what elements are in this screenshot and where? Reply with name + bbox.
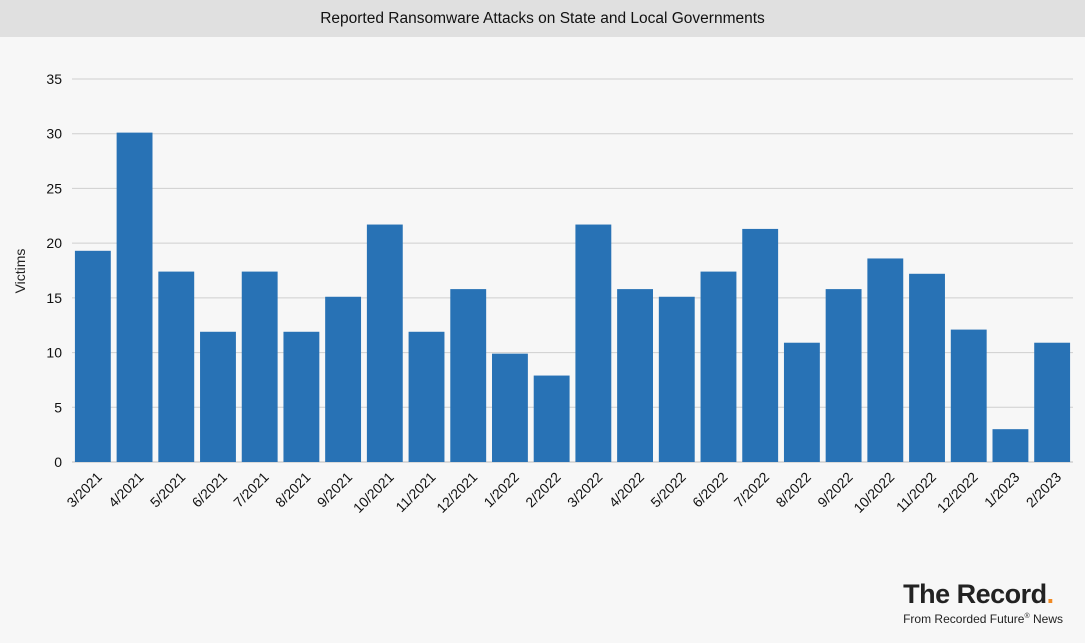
bar (700, 271, 737, 462)
x-tick-label: 4/2022 (606, 469, 648, 511)
x-tick-label: 11/2022 (893, 469, 940, 516)
x-tick-label: 7/2021 (230, 469, 272, 511)
bar (825, 289, 862, 462)
x-tick-label: 3/2021 (63, 469, 105, 511)
logo-dot: . (1046, 579, 1055, 609)
bar (783, 342, 820, 462)
x-tick-label: 6/2021 (189, 469, 231, 511)
y-tick-label: 15 (46, 290, 62, 306)
bar (325, 296, 362, 462)
y-tick-label: 0 (54, 454, 62, 470)
x-tick-label: 1/2023 (981, 469, 1023, 511)
bar (116, 132, 153, 462)
x-tick-label: 1/2022 (480, 469, 522, 511)
bar (450, 289, 487, 462)
bars (74, 132, 1071, 462)
logo-sub-prefix: From Recorded Future (903, 612, 1025, 626)
y-tick-label: 20 (46, 235, 62, 251)
bar (533, 375, 570, 462)
x-tick-label: 7/2022 (731, 469, 773, 511)
bar (867, 258, 904, 462)
x-tick-label: 5/2021 (147, 469, 189, 511)
x-tick-label: 11/2021 (392, 469, 439, 516)
bar (200, 331, 236, 462)
y-tick-label: 30 (46, 126, 62, 142)
x-tick-label: 8/2021 (272, 469, 314, 511)
x-tick-label: 10/2021 (350, 469, 397, 516)
bar (992, 429, 1029, 462)
logo-name: The Record (903, 579, 1047, 609)
x-tick-label: 12/2021 (433, 469, 480, 516)
bar (1034, 342, 1071, 462)
logo-sub-suffix: News (1029, 612, 1063, 626)
x-tick-label: 3/2022 (564, 469, 606, 511)
x-tick-label: 8/2022 (772, 469, 814, 511)
y-tick-label: 35 (46, 71, 62, 87)
bar (658, 296, 695, 462)
bar (950, 329, 987, 462)
chart-title: Reported Ransomware Attacks on State and… (0, 0, 1085, 37)
x-tick-label: 5/2022 (647, 469, 689, 511)
y-tick-label: 25 (46, 180, 62, 196)
y-tick-label: 5 (54, 399, 62, 415)
x-tick-label: 2/2022 (522, 469, 564, 511)
x-tick-label: 4/2021 (105, 469, 147, 511)
bar (742, 228, 779, 462)
bar (909, 273, 945, 462)
bar (241, 271, 278, 462)
x-tick-label: 10/2022 (850, 469, 897, 516)
gridlines (72, 78, 1073, 463)
x-tick-label: 6/2022 (689, 469, 731, 511)
logo-subtitle: From Recorded Future® News (903, 609, 1063, 627)
x-tick-label: 12/2022 (934, 469, 981, 516)
x-tick-label: 2/2023 (1023, 469, 1065, 511)
y-tick-labels: 0 5 10 15 20 25 30 35 (46, 71, 62, 470)
bar (408, 331, 445, 462)
bar (158, 271, 195, 462)
bar (74, 250, 111, 462)
logo-sub-mark: ® (1024, 613, 1030, 620)
y-axis-label: Victims (12, 249, 28, 294)
bar (366, 224, 403, 462)
bar (617, 289, 653, 462)
bar (492, 353, 528, 462)
logo-wordmark: The Record. (903, 579, 1063, 609)
x-tick-labels: 3/2021 4/2021 5/2021 6/2021 7/2021 8/2021 9/20… (63, 469, 1064, 516)
bar (575, 224, 612, 462)
y-tick-label: 10 (46, 345, 62, 361)
the-record-logo: The Record. From Recorded Future® News (903, 579, 1063, 627)
bar (283, 331, 320, 462)
